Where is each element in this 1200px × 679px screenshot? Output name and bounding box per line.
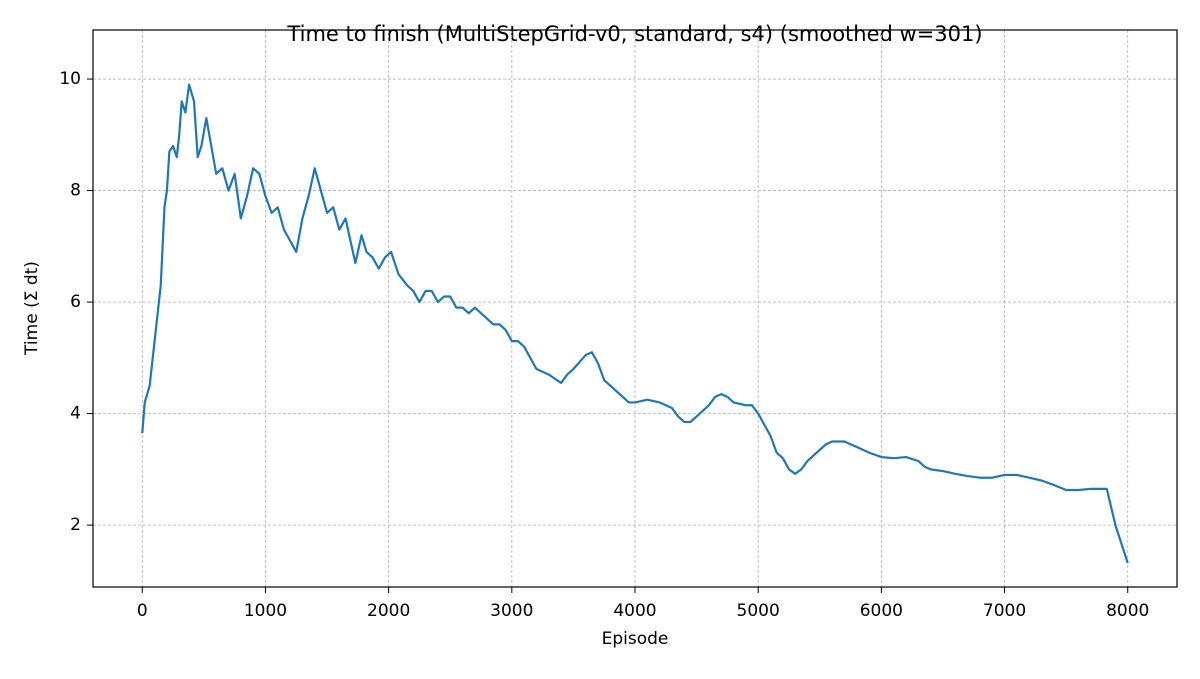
x-tick-label: 7000 — [983, 601, 1026, 621]
y-tick-label: 6 — [70, 292, 81, 312]
chart-title: Time to finish (MultiStepGrid-v0, standa… — [286, 22, 982, 46]
x-tick-label: 4000 — [613, 601, 656, 621]
y-tick-label: 10 — [59, 69, 81, 89]
y-tick-label: 4 — [70, 404, 81, 424]
x-tick-label: 6000 — [860, 601, 903, 621]
x-tick-label: 1000 — [244, 601, 287, 621]
y-tick-label: 8 — [70, 181, 81, 201]
x-tick-label: 5000 — [737, 601, 780, 621]
x-tick-label: 8000 — [1106, 601, 1149, 621]
x-tick-label: 0 — [137, 601, 148, 621]
y-axis-label: Time (Σ dt) — [22, 261, 42, 356]
plot-frame — [92, 29, 1178, 588]
x-tick-label: 2000 — [367, 601, 410, 621]
y-tick-label: 2 — [70, 515, 81, 535]
data-line — [141, 83, 1129, 564]
x-tick-label: 3000 — [490, 601, 533, 621]
x-axis-label: Episode — [602, 629, 669, 649]
